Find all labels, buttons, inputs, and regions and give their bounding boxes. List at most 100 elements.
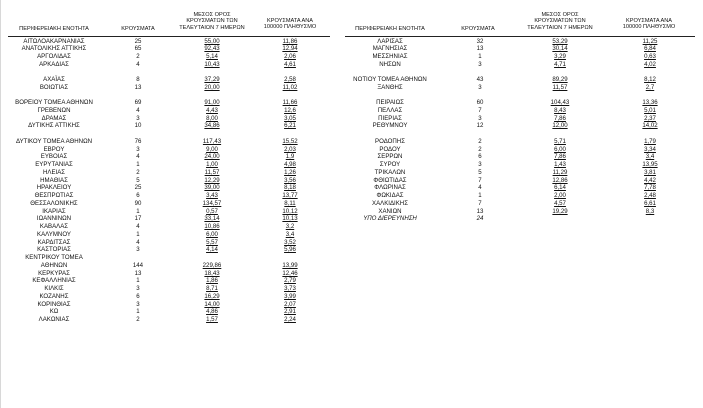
right-table-row: ΤΡΙΚΑΛΩΝ 5 11,29 3,81 <box>0 169 703 177</box>
region-cell: ΠΕΛΛΑΣ <box>377 106 403 114</box>
average-cell: 117,43 <box>202 137 222 145</box>
left-header-average: ΜΕΣΟΣ ΟΡΟΣ ΚΡΟΥΣΜΑΤΩΝ ΤΩΝ ΤΕΛΕΥΤΑΙΩΝ 7 Η… <box>176 12 248 31</box>
per100k-cell: 2,79 <box>284 277 296 285</box>
cases-cell: 25 <box>134 37 142 45</box>
left-table-row: ΘΕΣΣΑΛΟΝΙΚΗΣ 90 134,57 8,11 <box>0 200 703 208</box>
left-table-row: ΚΑΡΔΙΤΣΑΣ 4 5,57 3,52 <box>0 239 703 247</box>
right-table-row: ΡΕΘΥΜΝΟΥ 12 12,00 14,02 <box>0 122 703 130</box>
cases-cell: 1 <box>136 207 140 215</box>
cases-cell: 3 <box>136 145 140 153</box>
left-table-row: ΔΥΤΙΚΗΣ ΑΤΤΙΚΗΣ 10 34,86 6,21 <box>0 122 703 130</box>
region-cell: ΚΕΝΤΡΙΚΟΥ ΤΟΜΕΑ <box>25 254 83 262</box>
per100k-cell: 4,98 <box>284 161 296 169</box>
region-cell: ΥΠΟ ΔΙΕΡΕΥΝΗΣΗ <box>363 215 417 223</box>
average-cell: 12,00 <box>552 122 568 130</box>
cases-cell: 7 <box>478 176 482 184</box>
region-cell: ΡΟΔΟΠΗΣ <box>375 137 405 145</box>
average-cell: 11,57 <box>204 168 220 176</box>
cases-cell: 65 <box>134 45 142 53</box>
region-cell: ΔΡΑΜΑΣ <box>41 114 67 122</box>
cases-cell: 4 <box>136 106 140 114</box>
region-cell: ΞΑΝΘΗΣ <box>377 83 403 91</box>
cases-cell: 5 <box>478 168 482 176</box>
cases-cell: 24 <box>476 215 484 223</box>
cases-cell: 69 <box>134 99 142 107</box>
right-table-row: ΦΛΩΡΙΝΑΣ 4 6,14 7,78 <box>0 184 703 192</box>
average-cell: 39,00 <box>204 184 220 192</box>
cases-cell: 3 <box>478 83 482 91</box>
per100k-cell: 12,46 <box>282 269 298 277</box>
average-cell: 30,14 <box>552 45 568 53</box>
region-cell: ΛΑΚΩΝΙΑΣ <box>38 316 70 324</box>
right-table-row: ΡΟΔΟΥ 2 6,00 3,34 <box>0 146 703 154</box>
cases-cell: 3 <box>136 285 140 293</box>
region-cell: ΗΡΑΚΛΕΙΟΥ <box>36 184 72 192</box>
region-cell: ΠΕΙΡΑΙΩΣ <box>376 99 404 107</box>
region-cell: ΡΕΘΥΜΝΟΥ <box>372 122 408 130</box>
average-cell: 12,86 <box>552 176 568 184</box>
cases-cell: 60 <box>476 99 484 107</box>
region-cell: ΚΑΒΑΛΑΣ <box>39 223 69 231</box>
average-cell: 6,00 <box>554 145 566 153</box>
left-table-row: ΑΝΑΤΟΛΙΚΗΣ ΑΤΤΙΚΗΣ 65 92,43 12,94 <box>0 45 703 53</box>
average-cell: 7,86 <box>554 114 566 122</box>
per100k-cell: 0,63 <box>644 53 656 60</box>
cases-cell: 3 <box>136 300 140 308</box>
region-cell: ΝΗΣΩΝ <box>379 60 401 68</box>
average-cell: 4,86 <box>206 308 218 316</box>
average-cell: 16,29 <box>204 292 220 300</box>
per100k-cell: 13,36 <box>642 99 658 107</box>
average-cell: 1,86 <box>206 277 218 285</box>
region-cell: ΧΑΝΙΩΝ <box>378 207 402 215</box>
region-cell: ΕΥΡΥΤΑΝΙΑΣ <box>35 161 73 169</box>
right-table-row: ΠΕΙΡΑΙΩΣ 60 104,43 13,36 <box>0 99 703 107</box>
right-header-per100k-line1: ΚΡΟΥΣΜΑΤΑ ΑΝΑ <box>626 18 672 24</box>
per100k-cell: 2,24 <box>284 316 296 324</box>
region-cell: ΜΑΓΝΗΣΙΑΣ <box>372 45 408 53</box>
per100k-cell: 3,73 <box>284 285 296 293</box>
left-table-row: ΚΕΡΚΥΡΑΣ 13 18,43 12,46 <box>0 270 703 278</box>
average-cell: 11,29 <box>552 168 568 176</box>
region-cell: ΦΛΩΡΙΝΑΣ <box>374 184 406 192</box>
per100k-cell: 3,4 <box>285 230 295 238</box>
cases-cell: 3 <box>478 161 482 169</box>
average-cell: 3,43 <box>206 192 218 200</box>
region-cell: ΚΙΛΚΙΣ <box>44 285 64 293</box>
left-table-row: ΕΥΡΥΤΑΝΙΑΣ 1 1,00 4,98 <box>0 161 703 169</box>
left-table-row: ΔΥΤΙΚΟΥ ΤΟΜΕΑ ΑΘΗΝΩΝ 76 117,43 15,52 <box>0 138 703 146</box>
right-table-row: ΜΕΣΣΗΝΙΑΣ 1 3,29 0,63 <box>0 53 703 61</box>
cases-cell: 25 <box>134 184 142 192</box>
region-cell: ΔΥΤΙΚΟΥ ΤΟΜΕΑ ΑΘΗΝΩΝ <box>15 137 93 145</box>
per100k-cell: 5,96 <box>284 246 296 254</box>
right-table-row: ΧΑΝΙΩΝ 13 19,29 8,3 <box>0 208 703 216</box>
region-cell: ΑΧΑΪΑΣ <box>43 76 65 84</box>
average-cell: 37,29 <box>204 76 220 84</box>
average-cell: 6,00 <box>206 230 218 238</box>
cases-cell: 1 <box>478 53 482 60</box>
right-table-row: ΦΩΚΙΔΑΣ 1 2,00 2,48 <box>0 192 703 200</box>
average-cell: 1,00 <box>206 161 218 169</box>
per100k-cell: 1,26 <box>284 168 296 176</box>
average-cell: 5,57 <box>206 238 218 246</box>
per100k-cell: 3,4 <box>645 153 655 161</box>
region-cell: ΘΕΣΣΑΛΟΝΙΚΗΣ <box>30 199 78 207</box>
right-table-row: ΡΟΔΟΠΗΣ 2 5,71 1,79 <box>0 138 703 146</box>
left-header-region: ΠΕΡΙΦΕΡΕΙΑΚΗ ΕΝΟΤΗΤΑ <box>19 26 89 32</box>
average-cell: 5,71 <box>554 137 566 145</box>
average-cell: 7,86 <box>554 153 566 161</box>
region-cell: ΒΟΙΩΤΙΑΣ <box>39 83 69 91</box>
region-cell: ΑΙΤΩΛΟΑΚΑΡΝΑΝΙΑΣ <box>23 37 85 45</box>
cases-cell: 1 <box>478 192 482 200</box>
left-table-row: ΚΕΝΤΡΙΚΟΥ ΤΟΜΕΑ <box>0 254 703 262</box>
cases-cell: 7 <box>478 199 482 207</box>
per100k-cell: 8,11 <box>284 199 296 207</box>
per100k-cell: 7,78 <box>644 184 656 192</box>
cases-cell: 13 <box>476 207 484 215</box>
left-table-row: ΑΘΗΝΩΝ 144 229,86 13,99 <box>0 262 703 270</box>
per100k-cell: 3,34 <box>644 145 656 153</box>
per100k-cell: 3,99 <box>284 292 296 300</box>
left-table-row: ΑΡΓΟΛΙΔΑΣ 2 5,14 2,06 <box>0 53 703 61</box>
left-table-row: ΗΜΑΘΙΑΣ 5 12,29 3,56 <box>0 177 703 185</box>
per100k-cell: 5,01 <box>644 106 656 114</box>
average-cell: 34,86 <box>204 122 220 130</box>
